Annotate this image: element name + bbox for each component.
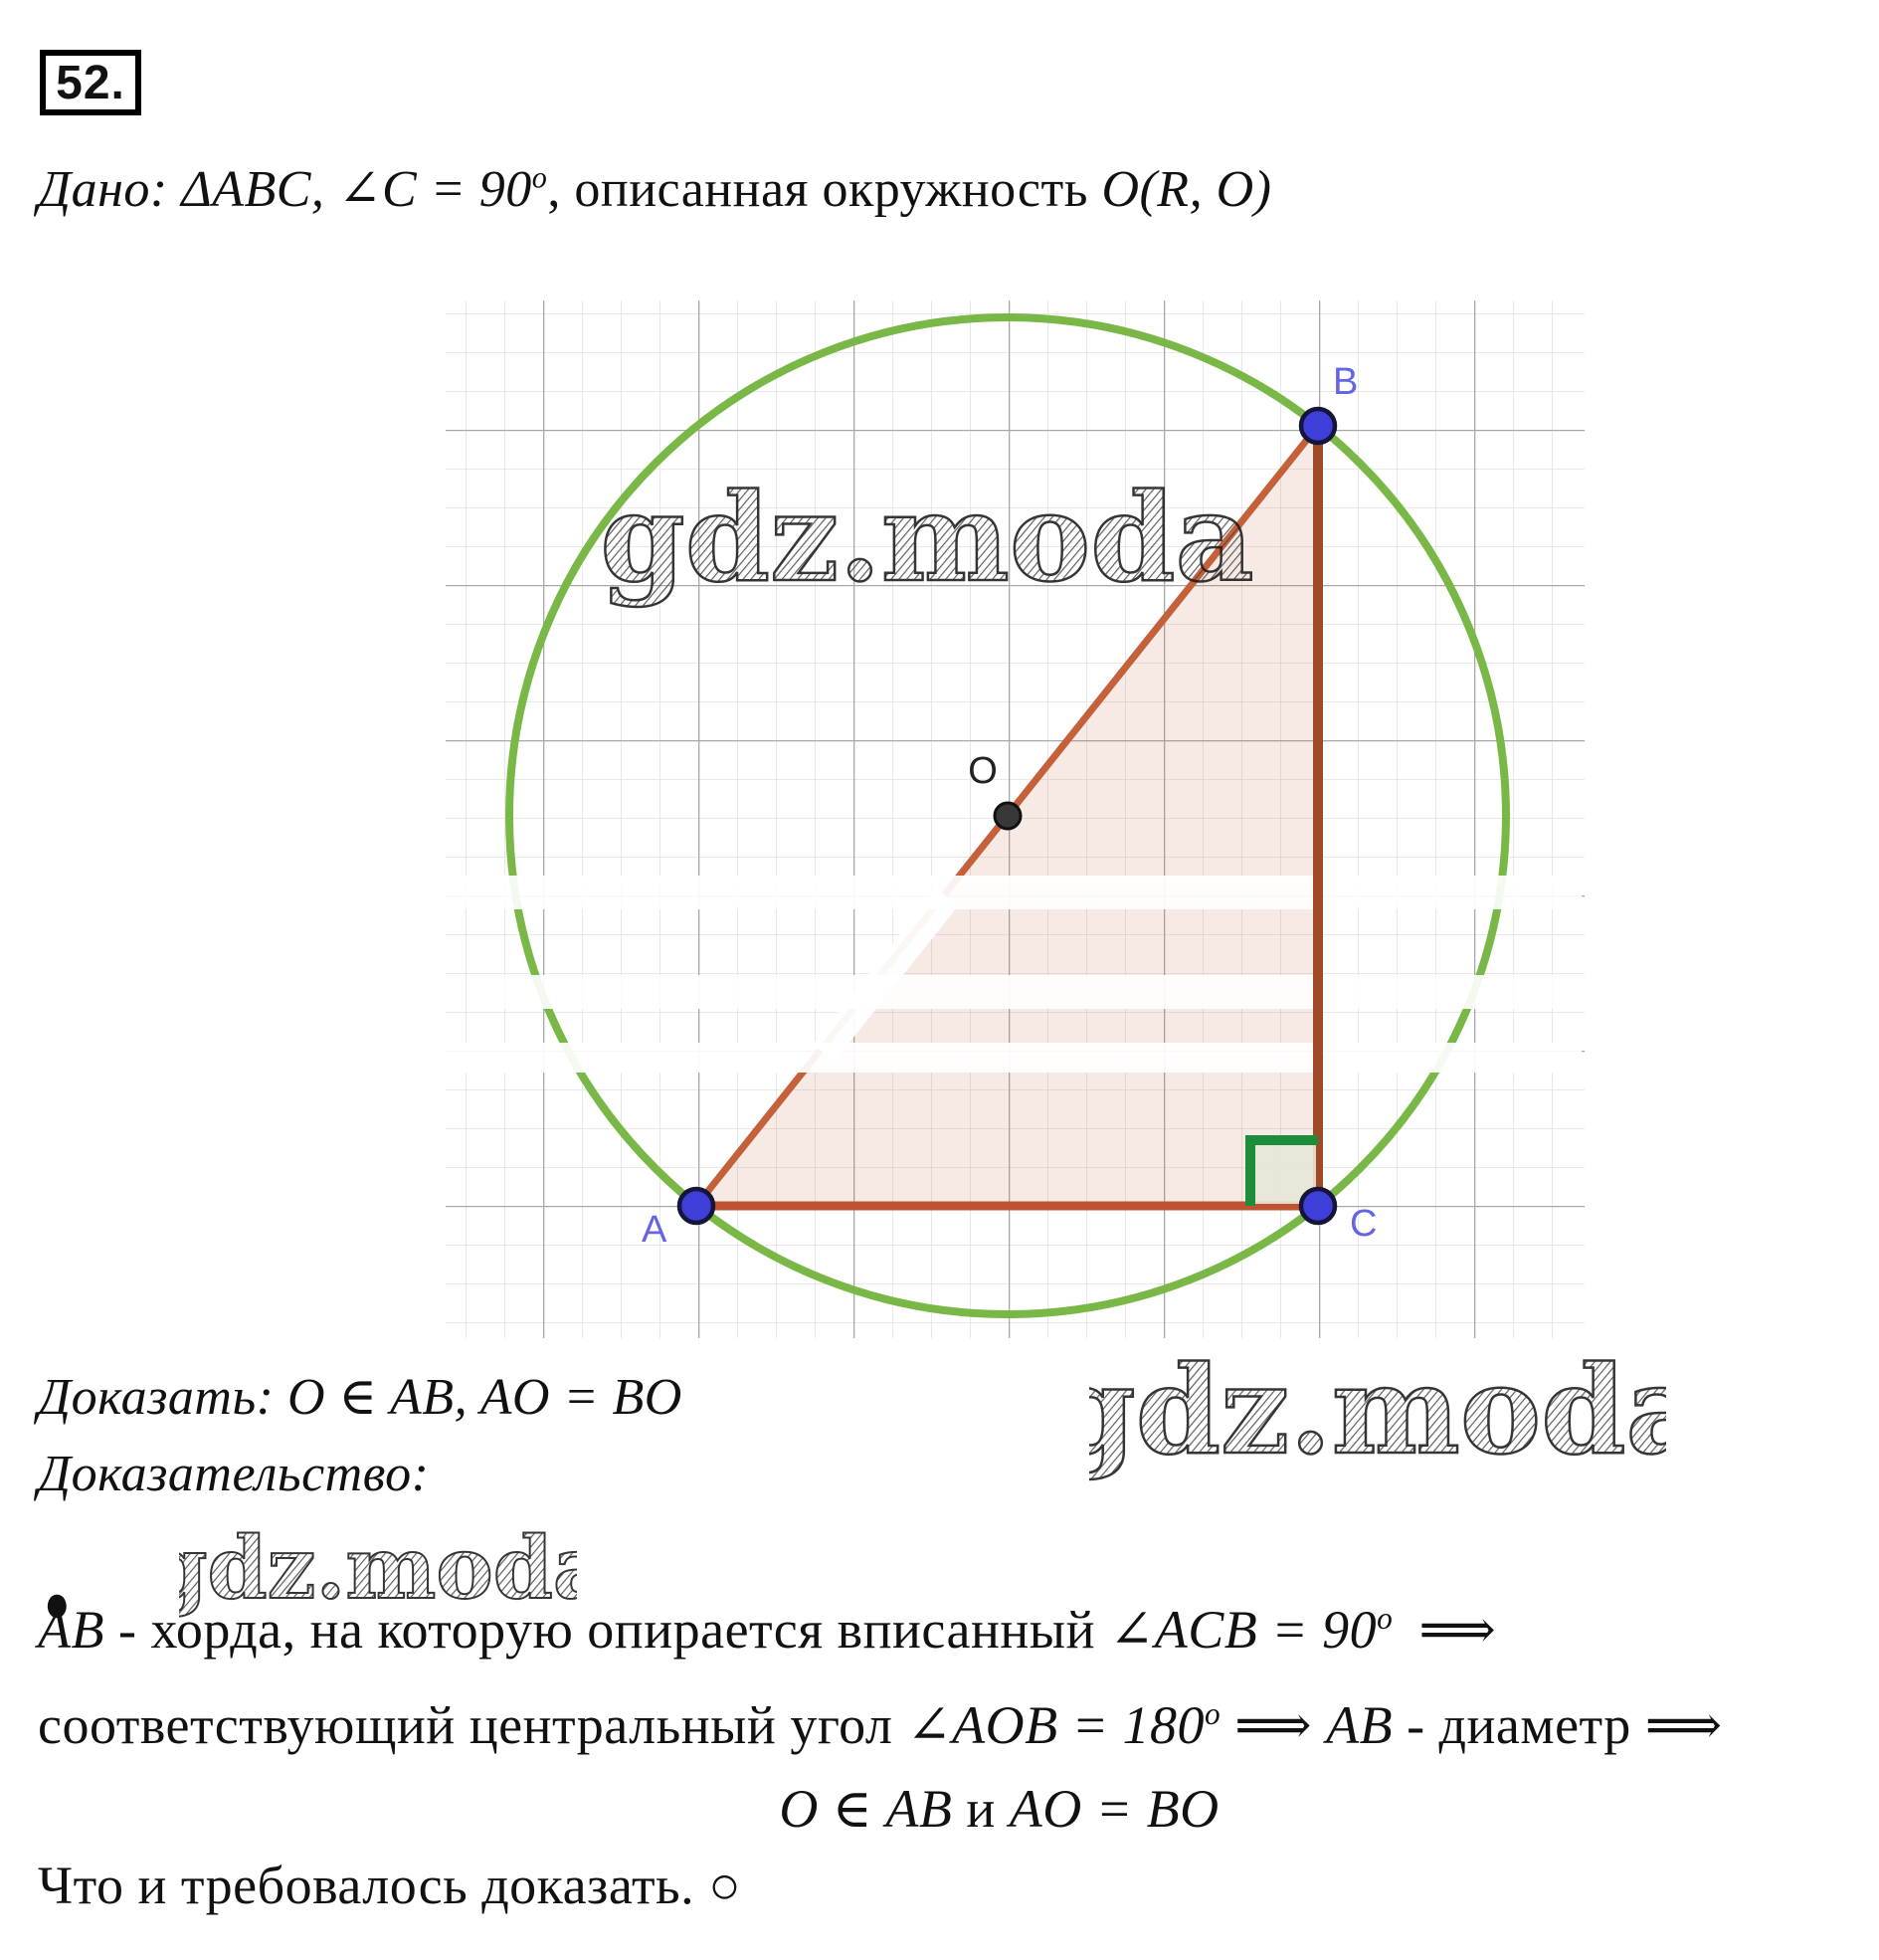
- point-o-center: [993, 801, 1023, 831]
- proof-line-1: AB - хорда, на которую опирается вписанн…: [38, 1598, 1496, 1661]
- proof2-math-ab: AB: [1326, 1695, 1394, 1755]
- degree-sup: o: [1377, 1601, 1394, 1636]
- degree-sup: o: [531, 160, 548, 195]
- implies-arrow: ⟹: [1221, 1695, 1327, 1755]
- circumscribed-circle: [505, 313, 1510, 1318]
- label-c: C: [1350, 1203, 1377, 1245]
- prove-line: Доказать: O ∈ AB, AO = BO: [38, 1367, 682, 1427]
- watermark-top: gdz.moda: [600, 466, 1253, 609]
- label-o: O: [968, 750, 998, 792]
- given-label: Дано:: [38, 161, 168, 218]
- prove-math: O ∈ AB, AO = BO: [286, 1369, 682, 1426]
- geometry-diagram: A B C O gdz.moda: [418, 300, 1585, 1338]
- proof-heading: Доказательство:: [38, 1446, 430, 1502]
- proof1-math-ab: AB: [38, 1600, 104, 1660]
- white-erase-diagonal: [812, 888, 959, 1062]
- proof2-text-1: соответствующий центральный угол: [38, 1695, 907, 1755]
- proof1-math-angle: ∠ACB = 90: [1108, 1600, 1378, 1660]
- label-b: B: [1333, 361, 1358, 403]
- prove-label: Доказать:: [38, 1369, 275, 1426]
- proof2-text-2: - диаметр ⟹: [1393, 1695, 1723, 1755]
- proof-center-line: O ∈ AB и AO = BO: [0, 1777, 1879, 1840]
- watermark-bottom: gdz.moda: [1089, 1341, 1666, 1481]
- point-c: [1298, 1186, 1338, 1226]
- center-math-2: AO = BO: [1009, 1779, 1220, 1839]
- label-a: A: [642, 1209, 667, 1251]
- qed-line: Что и требовалось доказать. ○: [38, 1856, 742, 1915]
- given-line: Дано: ΔABC, ∠C = 90o, описанная окружнос…: [38, 159, 1271, 219]
- point-b: [1298, 406, 1338, 446]
- proof1-text: - хорда, на которую опирается вписанный: [103, 1600, 1109, 1660]
- problem-number-box: 52.: [40, 50, 141, 115]
- given-math-triangle: ΔABC, ∠C = 90: [181, 161, 532, 218]
- white-erase-bands: [418, 876, 1582, 1073]
- proof2-math-angle: ∠AOB = 180: [906, 1695, 1206, 1755]
- given-math-circle: O(R, O): [1101, 161, 1272, 218]
- given-text: , описанная окружность: [547, 161, 1102, 218]
- watermark-bottom-container: gdz.moda: [1089, 1341, 1666, 1482]
- degree-sup: o: [1205, 1696, 1221, 1731]
- implies-arrow: ⟹: [1418, 1600, 1497, 1660]
- center-math-1: O ∈ AB: [779, 1779, 953, 1839]
- point-a: [676, 1186, 716, 1226]
- bullet-marker: ●: [44, 1573, 71, 1635]
- problem-number: 52.: [56, 56, 125, 109]
- center-conjunction: и: [952, 1779, 1010, 1839]
- right-angle-marker: [1245, 1135, 1318, 1206]
- proof-line-2: соответствующий центральный угол ∠AOB = …: [38, 1693, 1723, 1756]
